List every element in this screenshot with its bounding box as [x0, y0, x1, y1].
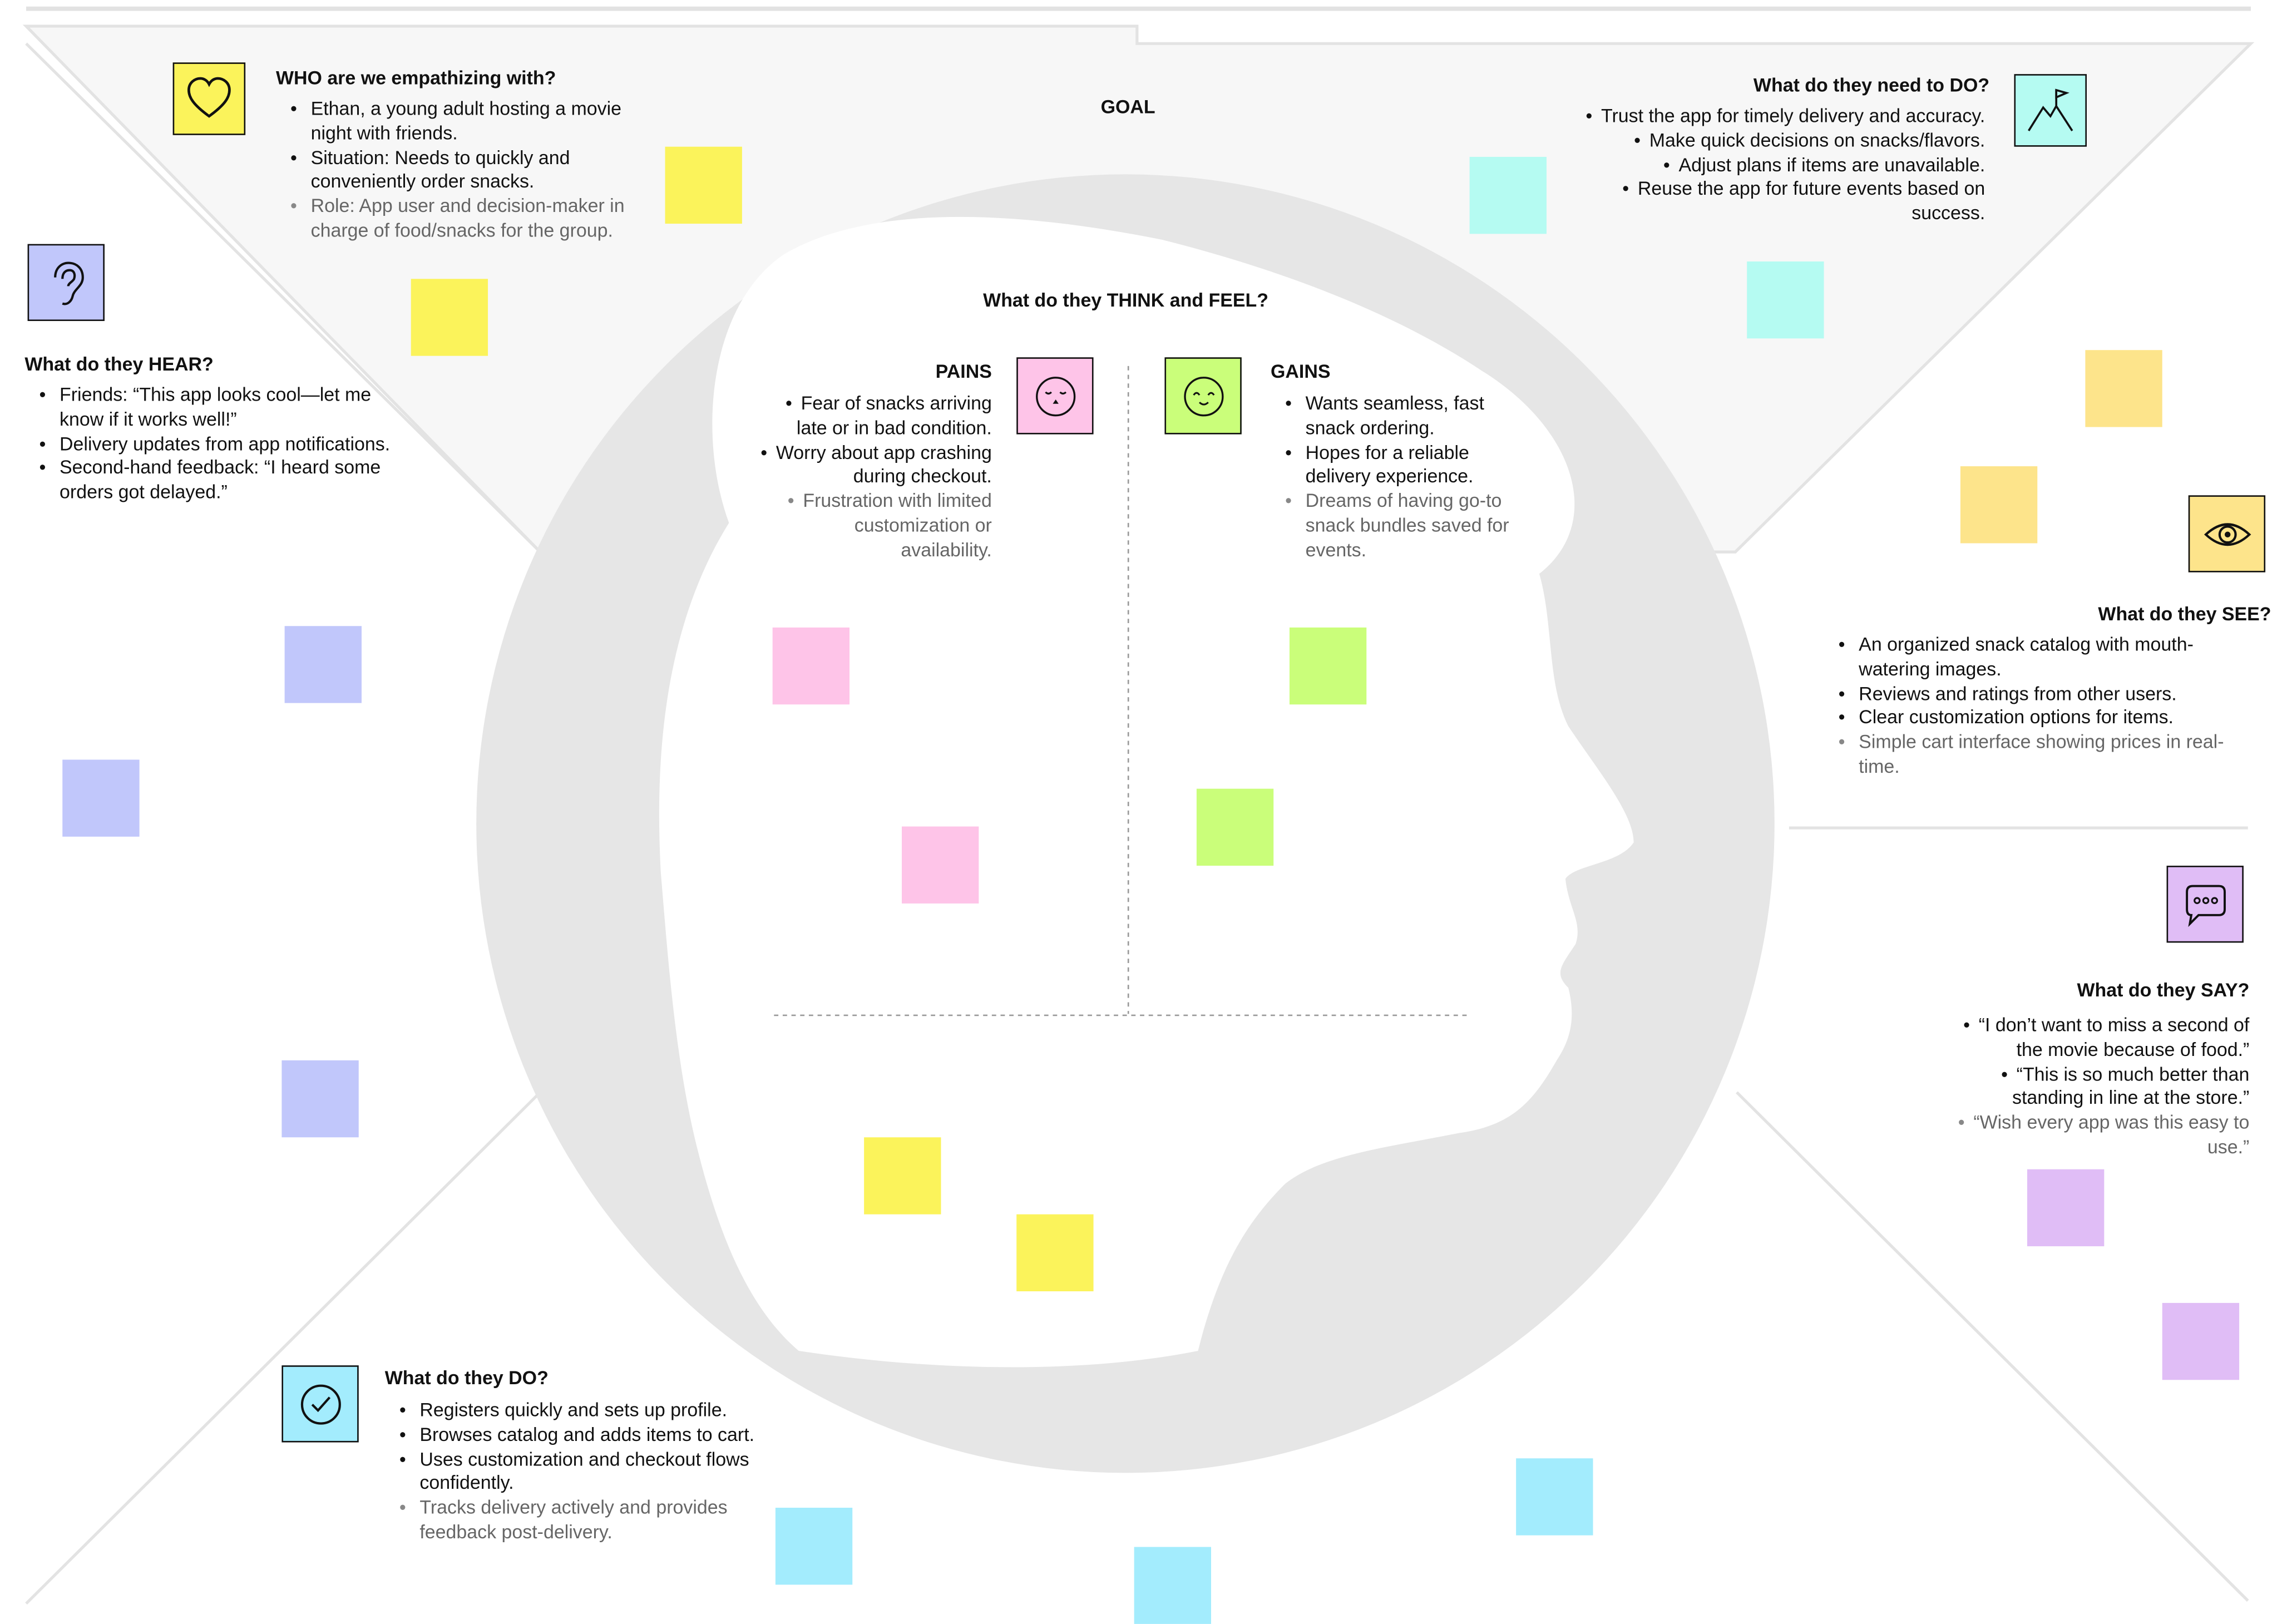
need-to-do-heading: What do they need to DO?: [1753, 74, 1990, 96]
sticky-note[interactable]: [665, 146, 742, 224]
sticky-note[interactable]: [1134, 1547, 1211, 1624]
sticky-note[interactable]: [1016, 1214, 1094, 1292]
sticky-note[interactable]: [284, 626, 362, 703]
list-item: Role: App user and decision-maker in cha…: [290, 195, 654, 244]
goal-label: GOAL: [1100, 96, 1155, 118]
list-item: Dreams of having go-to snack bundles sav…: [1285, 490, 1532, 563]
list-item: Delivery updates from app notifications.: [39, 432, 395, 457]
happy-face-icon: [1164, 357, 1242, 435]
list-item: Uses customization and checkout flows co…: [399, 1448, 763, 1497]
sticky-note[interactable]: [772, 627, 850, 705]
list-item: Browses catalog and adds items to cart.: [399, 1423, 763, 1448]
see-heading: What do they SEE?: [2098, 603, 2271, 625]
hear-list: Friends: “This app looks cool—let me kno…: [39, 383, 395, 505]
list-item: An organized snack catalog with mouth-wa…: [1839, 633, 2253, 682]
sticky-note[interactable]: [901, 826, 979, 904]
list-item: “I don’t want to miss a second of the mo…: [1952, 1014, 2249, 1063]
do-heading: What do they DO?: [384, 1366, 549, 1389]
list-item: Second-hand feedback: “I heard some orde…: [39, 457, 395, 506]
pains-list: Fear of snacks arriving late or in bad c…: [759, 392, 992, 563]
say-heading: What do they SAY?: [2077, 979, 2250, 1001]
list-item: Wants seamless, fast snack ordering.: [1285, 392, 1532, 441]
pains-heading: PAINS: [935, 360, 992, 382]
list-item: Tracks delivery actively and provides fe…: [399, 1497, 763, 1546]
sticky-note[interactable]: [2027, 1169, 2105, 1247]
sticky-note[interactable]: [775, 1508, 853, 1585]
list-item: Worry about app crashing during checkout…: [759, 441, 992, 490]
sticky-note[interactable]: [1469, 156, 1547, 234]
list-item: Fear of snacks arriving late or in bad c…: [759, 392, 992, 441]
see-list: An organized snack catalog with mouth-wa…: [1839, 633, 2253, 779]
need-to-do-list: Trust the app for timely delivery and ac…: [1564, 105, 1985, 226]
list-item: Clear customization options for items.: [1839, 707, 2253, 731]
gains-list: Wants seamless, fast snack ordering. Hop…: [1285, 392, 1532, 563]
list-item: Trust the app for timely delivery and ac…: [1564, 105, 1985, 129]
hear-heading: What do they HEAR?: [24, 353, 214, 375]
sticky-note[interactable]: [62, 759, 140, 837]
sticky-note[interactable]: [1747, 261, 1824, 339]
ear-icon: [27, 244, 105, 321]
sticky-note[interactable]: [281, 1060, 359, 1138]
list-item: Reuse the app for future events based on…: [1564, 178, 1985, 227]
sticky-note[interactable]: [1516, 1458, 1593, 1536]
list-item: Reviews and ratings from other users.: [1839, 682, 2253, 707]
mountain-flag-icon: [2014, 74, 2087, 147]
who-list: Ethan, a young adult hosting a movie nig…: [290, 97, 654, 244]
list-item: Frustration with limited customization o…: [759, 490, 992, 563]
list-item: “Wish every app was this easy to use.”: [1952, 1112, 2250, 1161]
gains-heading: GAINS: [1271, 360, 1331, 382]
list-item: Make quick decisions on snacks/flavors.: [1564, 129, 1985, 154]
sad-face-icon: [1016, 357, 1094, 435]
think-feel-heading: What do they THINK and FEEL?: [983, 289, 1268, 311]
list-item: Registers quickly and sets up profile.: [399, 1399, 763, 1423]
speech-bubble-icon: [2166, 866, 2244, 943]
list-item: Simple cart interface showing prices in …: [1839, 731, 2253, 780]
list-item: “This is so much better than standing in…: [1952, 1063, 2249, 1112]
list-item: Adjust plans if items are unavailable.: [1564, 154, 1985, 178]
who-heading: WHO are we empathizing with?: [275, 67, 556, 89]
list-item: Ethan, a young adult hosting a movie nig…: [290, 97, 654, 146]
sticky-note[interactable]: [411, 279, 488, 356]
sticky-note[interactable]: [864, 1137, 941, 1215]
do-list: Registers quickly and sets up profile. B…: [399, 1399, 763, 1545]
list-item: Friends: “This app looks cool—let me kno…: [39, 383, 395, 432]
eye-icon: [2188, 495, 2266, 572]
check-circle-icon: [281, 1365, 359, 1443]
sticky-note[interactable]: [2162, 1302, 2240, 1380]
sticky-note[interactable]: [1289, 627, 1367, 705]
list-item: Hopes for a reliable delivery experience…: [1285, 441, 1532, 490]
sticky-note[interactable]: [2085, 350, 2162, 427]
heart-icon: [172, 62, 246, 135]
sticky-note[interactable]: [1196, 788, 1274, 866]
say-list: “I don’t want to miss a second of the mo…: [1952, 1014, 2250, 1161]
list-item: Situation: Needs to quickly and convenie…: [290, 146, 654, 195]
sticky-note[interactable]: [1960, 466, 2038, 544]
